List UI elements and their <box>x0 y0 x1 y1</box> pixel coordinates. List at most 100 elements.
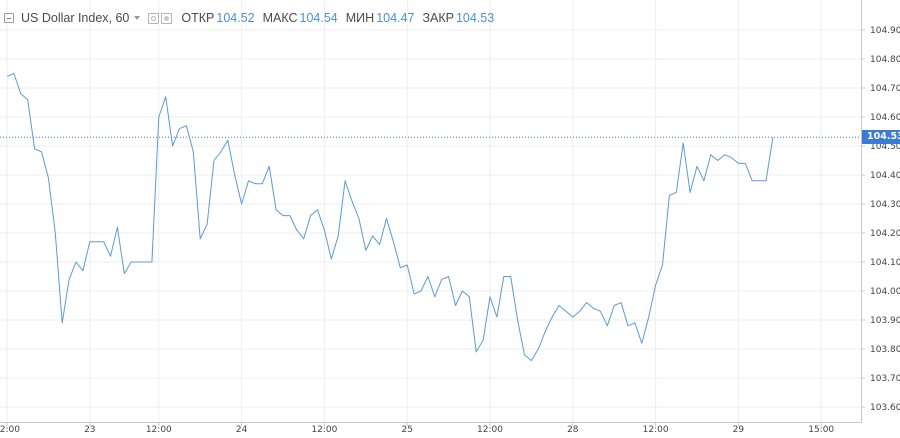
price-tick-label: 104.30 <box>870 200 900 210</box>
data-point <box>116 226 118 228</box>
chevron-down-icon[interactable] <box>134 16 141 20</box>
time-tick-label: 24 <box>236 425 248 435</box>
price-tick-label: 104.10 <box>870 258 900 268</box>
price-tick-label: 104.40 <box>870 171 900 181</box>
data-point <box>385 217 387 219</box>
data-point <box>54 232 56 234</box>
data-point <box>296 229 298 231</box>
data-point <box>109 255 111 257</box>
data-point <box>213 159 215 161</box>
data-point <box>675 191 677 193</box>
data-point <box>613 304 615 306</box>
price-tick-label: 103.90 <box>870 316 900 326</box>
price-tick-label: 104.70 <box>870 84 900 94</box>
data-point <box>303 238 305 240</box>
data-point <box>165 96 167 98</box>
time-tick-label: 12:00 <box>477 425 503 435</box>
close-value: 104.53 <box>455 11 495 25</box>
data-point <box>316 209 318 211</box>
data-point <box>358 217 360 219</box>
data-point <box>254 183 256 185</box>
data-point <box>344 180 346 182</box>
data-point <box>572 316 574 318</box>
time-tick-label: 12:00 <box>0 425 20 435</box>
data-point <box>420 290 422 292</box>
data-point <box>82 270 84 272</box>
close-label: ЗАКР <box>422 11 454 25</box>
data-point <box>199 238 201 240</box>
data-point <box>516 319 518 321</box>
price-tick-label: 104.50 <box>870 142 900 152</box>
data-point <box>654 284 656 286</box>
price-tick-label: 104.20 <box>870 229 900 239</box>
data-point <box>144 261 146 263</box>
time-tick-label: 12:00 <box>311 425 337 435</box>
data-point <box>185 125 187 127</box>
data-point <box>96 241 98 243</box>
data-point <box>510 275 512 277</box>
data-point <box>668 194 670 196</box>
data-point <box>634 322 636 324</box>
data-point <box>240 203 242 205</box>
data-point <box>592 307 594 309</box>
data-point <box>40 151 42 153</box>
data-point <box>744 162 746 164</box>
series-line <box>6 73 774 362</box>
data-point <box>20 93 22 95</box>
price-tick-label: 104.00 <box>870 287 900 297</box>
data-point <box>682 142 684 144</box>
data-point <box>372 235 374 237</box>
data-point <box>523 354 525 356</box>
collapse-legend-icon[interactable] <box>4 13 14 23</box>
data-point <box>537 348 539 350</box>
data-point <box>765 180 767 182</box>
price-tick-label: 104.60 <box>870 113 900 123</box>
data-point <box>206 223 208 225</box>
data-point <box>627 325 629 327</box>
data-point <box>337 235 339 237</box>
time-tick-label: 12:00 <box>146 425 172 435</box>
data-point <box>758 180 760 182</box>
gear-icon[interactable] <box>161 12 173 24</box>
data-point <box>496 316 498 318</box>
data-point <box>158 116 160 118</box>
data-point <box>123 272 125 274</box>
data-point <box>171 145 173 147</box>
data-point <box>661 264 663 266</box>
time-tick-label: 15:00 <box>808 425 834 435</box>
high-label: МАКС <box>262 11 298 25</box>
data-point <box>737 162 739 164</box>
data-point <box>351 200 353 202</box>
eye-icon[interactable] <box>148 12 160 24</box>
data-point <box>606 325 608 327</box>
data-point <box>751 180 753 182</box>
data-point <box>68 278 70 280</box>
data-point <box>89 241 91 243</box>
data-point <box>468 296 470 298</box>
data-point <box>489 296 491 298</box>
data-point <box>220 151 222 153</box>
price-tick-label: 104.90 <box>870 26 900 36</box>
data-point <box>289 214 291 216</box>
current-price-badge: 104.53 <box>862 130 900 145</box>
time-tick-label: 28 <box>567 425 579 435</box>
data-point <box>648 316 650 318</box>
data-point <box>447 275 449 277</box>
data-point <box>482 339 484 341</box>
time-tick-label: 29 <box>733 425 745 435</box>
data-point <box>268 165 270 167</box>
data-point <box>503 275 505 277</box>
data-point <box>365 249 367 251</box>
high-value: 104.54 <box>299 11 338 25</box>
data-point <box>585 301 587 303</box>
data-point <box>641 342 643 344</box>
data-point <box>234 174 236 176</box>
data-point <box>551 316 553 318</box>
symbol-title[interactable]: US Dollar Index, 60 <box>21 11 130 25</box>
data-point <box>392 241 394 243</box>
data-point <box>565 310 567 312</box>
price-tick-label: 103.60 <box>870 403 900 413</box>
data-point <box>689 191 691 193</box>
